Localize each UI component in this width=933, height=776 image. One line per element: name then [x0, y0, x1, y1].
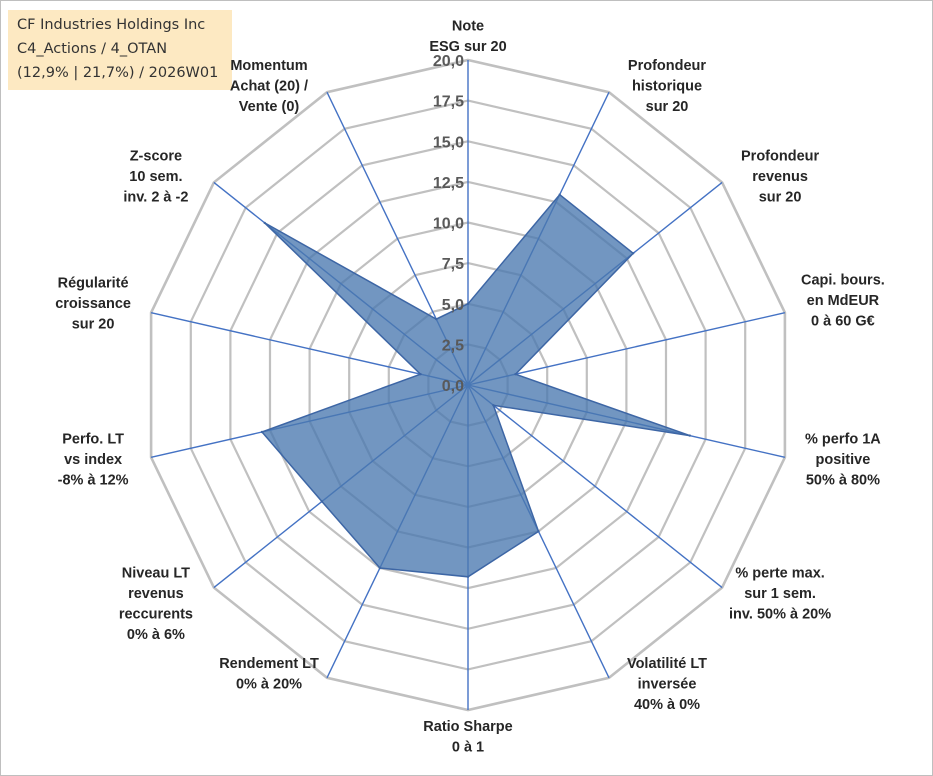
axis-spoke — [467, 312, 786, 386]
r-tick-label: 12,5 — [433, 175, 464, 192]
r-tick-label: 10,0 — [433, 216, 464, 233]
r-tick-label: 2,5 — [442, 337, 464, 354]
data-point — [492, 404, 495, 407]
data-point — [688, 434, 691, 437]
axis-label: % perfo 1A positive 50% à 80% — [805, 431, 881, 488]
title-portfolio: C4_Actions / 4_OTAN — [17, 41, 168, 57]
axis-label: Note ESG sur 20 — [429, 19, 506, 56]
axis-label: Profondeur historique sur 20 — [628, 58, 706, 115]
r-tick-label: 15,0 — [433, 134, 464, 151]
r-tick-label: 7,5 — [442, 256, 464, 273]
axis-spoke — [467, 384, 723, 589]
data-point — [514, 373, 517, 376]
data-point — [260, 430, 264, 434]
axis-label: Rendement LT 0% à 20% — [219, 656, 319, 693]
axis-label: Capi. bours. en MdEUR 0 à 60 G€ — [801, 273, 885, 330]
axis-label: Volatilité LT inversée 40% à 0% — [627, 656, 707, 713]
title-box: CF Industries Holdings Inc C4_Actions / … — [8, 10, 232, 90]
axis-label: Profondeur revenus sur 20 — [741, 148, 819, 205]
data-point — [466, 575, 470, 578]
axis-label: Niveau LT revenus reccurents 0% à 6% — [119, 566, 193, 644]
axis-label: Régularité croissance sur 20 — [55, 276, 131, 333]
data-point — [419, 373, 422, 376]
tick-layer: 0,0 2,5 5,0 7,5 10,0 12,5 15,0 17,5 20,0 — [433, 53, 464, 395]
series-layer — [260, 193, 691, 578]
data-point — [435, 317, 438, 321]
r-tick-label: 5,0 — [442, 297, 464, 314]
data-point — [378, 566, 382, 570]
label-layer: Note ESG sur 20 Profondeur historique sur 20… — [55, 19, 885, 756]
axis-label: % perte max. sur 1 sem. inv. 50% à 20% — [729, 566, 831, 623]
title-period: (12,9% | 21,7%) / 2026W01 — [17, 65, 219, 81]
r-tick-label: 17,5 — [433, 94, 464, 111]
axis-label: Ratio Sharpe 0 à 1 — [423, 719, 512, 756]
title-company: CF Industries Holdings Inc — [17, 17, 206, 33]
data-point — [558, 193, 561, 196]
data-point — [320, 500, 324, 503]
axis-spoke — [150, 312, 469, 386]
axis-label: Z-score 10 sem. inv. 2 à -2 — [123, 148, 188, 205]
axis-label: Momentum Achat (20) / Vente (0) — [230, 58, 308, 115]
r-tick-label: 20,0 — [433, 53, 464, 70]
data-point — [537, 530, 540, 533]
data-point — [466, 302, 470, 305]
data-point — [632, 252, 635, 255]
axis-label: Perfo. LT vs index -8% à 12% — [58, 431, 129, 488]
r-tick-label: 0,0 — [442, 378, 464, 395]
data-point — [263, 221, 266, 225]
